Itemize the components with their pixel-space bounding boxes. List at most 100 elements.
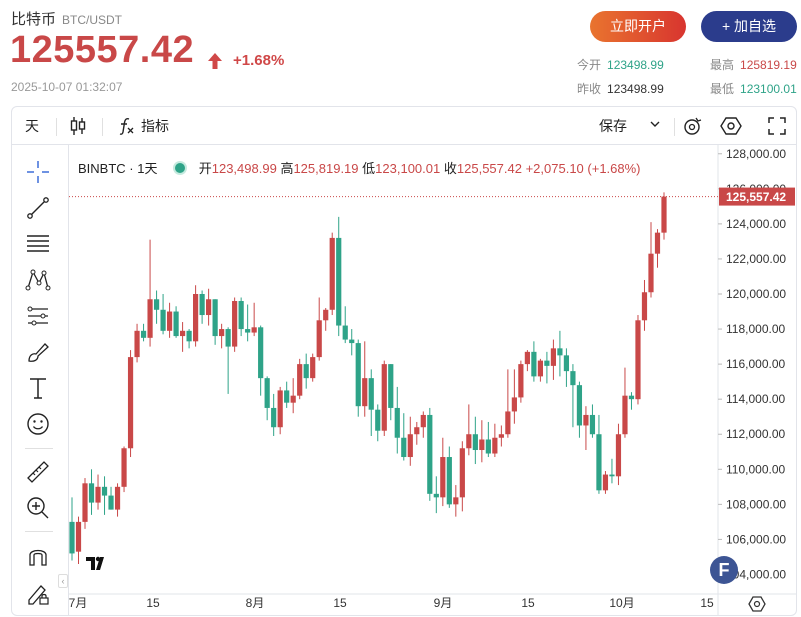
x-tick-label: 8月 <box>246 596 265 610</box>
candle-body <box>206 299 212 316</box>
candle-body <box>349 339 355 344</box>
candle-body <box>69 521 75 554</box>
candle-body <box>108 495 114 510</box>
indicators-button[interactable]: 指标 <box>141 118 169 134</box>
symbol-label: BINBTC · 1天 <box>78 161 158 176</box>
save-button[interactable]: 保存 <box>599 118 627 134</box>
y-tick-label: 118,000.00 <box>726 322 785 336</box>
camera-icon[interactable] <box>682 115 704 137</box>
candle-body <box>121 448 127 487</box>
candle-body <box>466 434 472 449</box>
candle-body <box>648 253 654 293</box>
candle-body <box>193 294 199 342</box>
candle-body <box>290 395 296 403</box>
candle-body <box>355 343 361 407</box>
chart-widget: 天 指标 保存 <box>11 106 797 616</box>
x-tick-label: 15 <box>521 596 535 610</box>
x-tick-label: 15 <box>146 596 160 610</box>
add-watchlist-button[interactable]: + 加自选 <box>701 11 797 42</box>
candle-body <box>576 385 583 426</box>
candle-body <box>609 474 615 477</box>
stat-low: 最低 123100.01 <box>710 82 797 96</box>
collapse-toolbar-icon[interactable]: ‹ <box>58 574 68 588</box>
fib-retracement-icon[interactable] <box>25 231 51 257</box>
asset-pair: BTC/USDT <box>62 13 123 27</box>
y-tick-label: 116,000.00 <box>726 357 785 371</box>
x-tick-label: 7月 <box>69 596 88 610</box>
candle-body <box>212 299 218 337</box>
open-account-button[interactable]: 立即开户 <box>590 11 686 42</box>
candle-body <box>628 395 635 400</box>
projection-icon[interactable] <box>25 303 51 329</box>
candle-body <box>537 360 543 377</box>
y-tick-label: 106,000.00 <box>726 532 786 546</box>
tradingview-logo-icon <box>84 553 112 573</box>
candle-body <box>251 327 257 333</box>
y-tick-label: 120,000.00 <box>726 287 786 301</box>
trend-line-icon[interactable] <box>25 195 51 221</box>
candle-body <box>232 301 238 347</box>
candle-body <box>492 437 498 454</box>
candle-body <box>134 330 140 358</box>
asset-name: 比特币 <box>11 11 57 28</box>
y-tick-label: 122,000.00 <box>726 252 786 266</box>
candle-body <box>75 521 82 552</box>
candle-body <box>661 196 667 233</box>
current-price: 125557.42 <box>10 29 195 71</box>
candle-body <box>277 390 283 428</box>
candle-body <box>258 327 264 379</box>
candle-body <box>433 493 439 498</box>
x-tick-label: 9月 <box>434 596 453 610</box>
emoji-icon[interactable] <box>25 411 51 437</box>
candle-body <box>563 355 570 372</box>
asset-title: 比特币 BTC/USDT <box>11 8 122 29</box>
candle-body <box>310 357 316 379</box>
chevron-down-icon[interactable] <box>649 118 661 130</box>
candle-body <box>303 364 309 379</box>
ruler-icon[interactable] <box>25 459 51 485</box>
fullscreen-icon[interactable] <box>767 116 787 136</box>
candle-body <box>511 397 517 412</box>
candle-body <box>518 364 524 398</box>
magnet-icon[interactable] <box>25 543 51 569</box>
candle-body <box>641 292 648 321</box>
lock-pencil-icon[interactable] <box>25 581 51 607</box>
axis-settings-icon[interactable] <box>748 595 766 613</box>
candle-body <box>140 330 147 338</box>
candlestick-icon[interactable] <box>69 116 87 136</box>
candle-body <box>570 371 576 386</box>
y-tick-label: 110,000.00 <box>726 462 785 476</box>
candle-body <box>622 395 628 435</box>
candlestick-chart[interactable]: 128,000.00126,000.00124,000.00122,000.00… <box>12 145 797 616</box>
up-arrow-icon <box>207 52 223 70</box>
pattern-icon[interactable] <box>25 267 51 293</box>
candle-body <box>153 299 160 310</box>
candle-body <box>147 299 153 338</box>
stat-open: 今开 123498.99 <box>577 58 664 72</box>
market-status-icon <box>175 163 186 173</box>
settings-icon[interactable] <box>720 115 742 137</box>
x-tick-label: 10月 <box>609 596 634 610</box>
interval-selector[interactable]: 天 <box>25 118 39 134</box>
price-change: +1.68% <box>233 52 285 69</box>
candle-body <box>524 351 530 365</box>
candle-body <box>245 329 251 333</box>
candle-body <box>388 364 394 408</box>
crosshair-icon[interactable] <box>25 159 51 185</box>
candle-body <box>544 360 550 366</box>
brush-icon[interactable] <box>25 339 51 365</box>
chart-toolbar: 天 指标 保存 <box>12 107 796 145</box>
zoom-in-icon[interactable] <box>25 495 51 521</box>
candle-body <box>453 497 459 505</box>
candle-body <box>401 437 407 458</box>
candle-body <box>264 378 270 408</box>
text-icon[interactable] <box>25 375 51 401</box>
candle-body <box>557 348 563 356</box>
function-icon[interactable] <box>116 116 136 136</box>
candle-body <box>114 486 121 510</box>
stat-high: 最高 125819.19 <box>710 58 797 72</box>
candle-body <box>602 474 609 491</box>
brand-badge-icon[interactable]: F <box>710 556 738 584</box>
candle-body <box>166 311 173 331</box>
candle-body <box>479 439 485 451</box>
